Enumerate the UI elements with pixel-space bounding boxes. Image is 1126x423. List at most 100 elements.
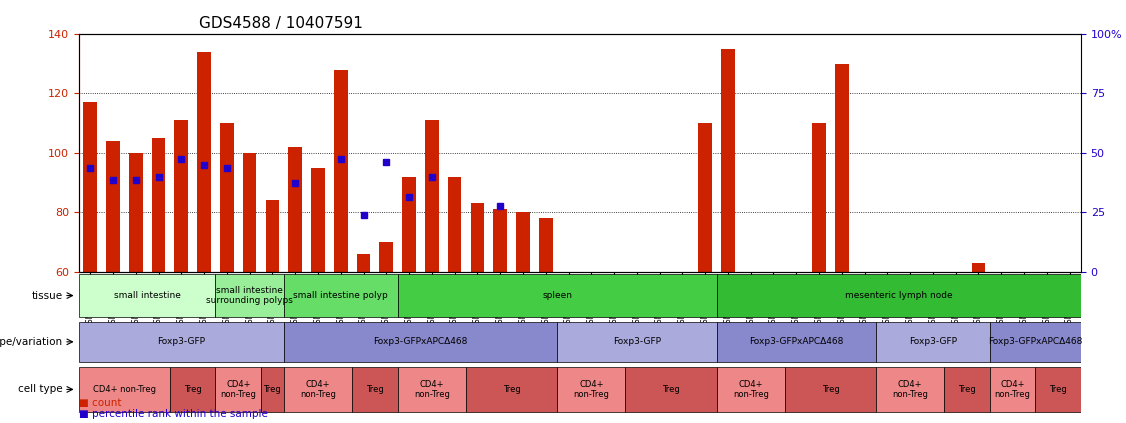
Bar — [994, 302, 1008, 423]
Text: Treg: Treg — [1049, 385, 1067, 394]
Bar — [607, 376, 620, 423]
Bar — [425, 120, 439, 423]
Text: GDS4588 / 10407591: GDS4588 / 10407591 — [199, 16, 363, 31]
Text: tissue: tissue — [32, 291, 63, 301]
Text: Treg: Treg — [263, 385, 282, 394]
Bar — [721, 49, 735, 423]
Text: ■ percentile rank within the sample: ■ percentile rank within the sample — [79, 409, 268, 419]
Text: Foxp3-GFPxAPCΔ468: Foxp3-GFPxAPCΔ468 — [989, 337, 1082, 346]
Bar — [311, 168, 324, 423]
Text: mesenteric lymph node: mesenteric lymph node — [844, 291, 953, 300]
Bar — [1036, 367, 1081, 412]
Bar — [466, 367, 557, 412]
Bar — [744, 394, 758, 423]
Bar — [945, 367, 990, 412]
Bar — [215, 367, 261, 412]
Bar — [79, 321, 284, 362]
Bar — [379, 242, 393, 423]
Bar — [716, 321, 876, 362]
Bar — [402, 177, 415, 423]
Text: Treg: Treg — [502, 385, 520, 394]
Bar — [716, 274, 1081, 317]
Bar — [785, 367, 876, 412]
Text: Foxp3-GFPxAPCΔ468: Foxp3-GFPxAPCΔ468 — [374, 337, 467, 346]
Bar — [767, 319, 780, 423]
Bar — [876, 321, 990, 362]
Bar — [990, 367, 1036, 412]
Text: Treg: Treg — [366, 385, 384, 394]
Bar — [266, 201, 279, 423]
Bar — [858, 319, 872, 423]
Bar — [215, 274, 284, 317]
Bar — [789, 325, 803, 423]
Text: small intestine polyp: small intestine polyp — [294, 291, 388, 300]
Bar — [175, 120, 188, 423]
Bar — [903, 376, 917, 423]
Bar — [197, 52, 211, 423]
Bar — [835, 63, 849, 423]
Text: CD4+
non-Treg: CD4+ non-Treg — [733, 380, 769, 399]
Text: cell type: cell type — [18, 385, 63, 394]
Bar — [1063, 352, 1076, 423]
Bar — [152, 138, 166, 423]
Text: CD4+
non-Treg: CD4+ non-Treg — [300, 380, 336, 399]
Text: Treg: Treg — [822, 385, 839, 394]
Bar — [926, 346, 940, 423]
Text: Foxp3-GFP: Foxp3-GFP — [909, 337, 957, 346]
Text: Treg: Treg — [958, 385, 976, 394]
Bar — [625, 367, 716, 412]
Bar — [949, 346, 963, 423]
Text: small intestine: small intestine — [114, 291, 180, 300]
Bar — [243, 153, 257, 423]
Text: Foxp3-GFP: Foxp3-GFP — [613, 337, 661, 346]
Text: genotype/variation: genotype/variation — [0, 337, 63, 347]
Bar — [493, 209, 507, 423]
Bar — [261, 367, 284, 412]
Bar — [106, 141, 119, 423]
Bar — [812, 123, 825, 423]
Bar — [284, 274, 397, 317]
Text: Foxp3-GFPxAPCΔ468: Foxp3-GFPxAPCΔ468 — [749, 337, 843, 346]
Text: Foxp3-GFP: Foxp3-GFP — [158, 337, 205, 346]
Bar — [79, 367, 170, 412]
Bar — [1040, 355, 1054, 423]
Bar — [631, 313, 644, 423]
Bar — [83, 102, 97, 423]
Bar — [990, 321, 1081, 362]
Bar — [557, 321, 716, 362]
Text: ■ count: ■ count — [79, 398, 122, 408]
Bar — [876, 367, 945, 412]
Text: CD4+ non-Treg: CD4+ non-Treg — [92, 385, 155, 394]
Bar — [698, 123, 712, 423]
Text: small intestine
surrounding polyps: small intestine surrounding polyps — [206, 286, 293, 305]
Bar — [1017, 313, 1031, 423]
Bar — [448, 177, 462, 423]
Bar — [79, 274, 215, 317]
Bar — [220, 123, 234, 423]
Bar — [397, 367, 466, 412]
Bar — [284, 367, 352, 412]
Bar — [972, 263, 985, 423]
Bar — [170, 367, 215, 412]
Text: CD4+
non-Treg: CD4+ non-Treg — [994, 380, 1030, 399]
Text: Treg: Treg — [184, 385, 202, 394]
Text: CD4+
non-Treg: CD4+ non-Treg — [414, 380, 449, 399]
Bar — [539, 218, 553, 423]
Text: CD4+
non-Treg: CD4+ non-Treg — [221, 380, 257, 399]
Bar — [334, 69, 348, 423]
Bar — [881, 319, 894, 423]
Bar — [397, 274, 716, 317]
Bar — [516, 212, 530, 423]
Bar — [357, 254, 370, 423]
Bar — [288, 147, 302, 423]
Text: CD4+
non-Treg: CD4+ non-Treg — [892, 380, 928, 399]
Text: Treg: Treg — [662, 385, 680, 394]
Bar — [352, 367, 397, 412]
Bar — [562, 313, 575, 423]
Text: CD4+
non-Treg: CD4+ non-Treg — [573, 380, 609, 399]
Bar — [471, 203, 484, 423]
Bar — [129, 153, 143, 423]
Bar — [653, 319, 667, 423]
Bar — [584, 373, 598, 423]
Bar — [557, 367, 625, 412]
